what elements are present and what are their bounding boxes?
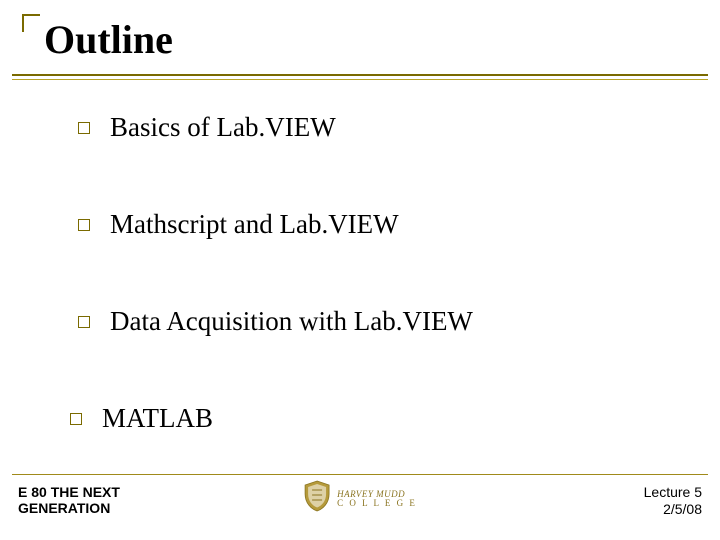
footer-left-line1: E 80 THE NEXT bbox=[18, 484, 120, 500]
footer-left-line2: GENERATION bbox=[18, 500, 120, 516]
bullet-item: Data Acquisition with Lab.VIEW bbox=[78, 306, 680, 337]
footer-left: E 80 THE NEXT GENERATION bbox=[18, 484, 120, 516]
bullet-icon bbox=[78, 122, 90, 134]
footer-rule bbox=[12, 474, 708, 475]
bullet-item: MATLAB bbox=[70, 403, 680, 434]
bullet-icon bbox=[70, 413, 82, 425]
bullet-item: Mathscript and Lab.VIEW bbox=[78, 209, 680, 240]
footer-right-line1: Lecture 5 bbox=[644, 484, 702, 501]
bullet-icon bbox=[78, 219, 90, 231]
footer-logo-line2: C O L L E G E bbox=[337, 499, 417, 508]
title-underline-inner bbox=[12, 74, 708, 76]
footer-right: Lecture 5 2/5/08 bbox=[644, 484, 702, 518]
title-underline-outer bbox=[12, 79, 708, 80]
footer-logo: HARVEY MUDD C O L L E G E bbox=[303, 480, 417, 517]
slide: Outline Basics of Lab.VIEW Mathscript and… bbox=[0, 0, 720, 540]
footer-logo-text: HARVEY MUDD C O L L E G E bbox=[337, 490, 417, 508]
slide-title: Outline bbox=[44, 16, 173, 63]
crest-icon bbox=[303, 480, 331, 517]
footer-right-line2: 2/5/08 bbox=[644, 501, 702, 518]
bullet-text: Basics of Lab.VIEW bbox=[110, 112, 336, 143]
bullet-icon bbox=[78, 316, 90, 328]
corner-ornament bbox=[22, 14, 40, 32]
footer: E 80 THE NEXT GENERATION HARVEY MUDD C O… bbox=[0, 474, 720, 526]
bullet-text: MATLAB bbox=[102, 403, 213, 434]
bullet-item: Basics of Lab.VIEW bbox=[78, 112, 680, 143]
bullet-list: Basics of Lab.VIEW Mathscript and Lab.VIE… bbox=[78, 112, 680, 434]
bullet-text: Data Acquisition with Lab.VIEW bbox=[110, 306, 473, 337]
bullet-text: Mathscript and Lab.VIEW bbox=[110, 209, 399, 240]
